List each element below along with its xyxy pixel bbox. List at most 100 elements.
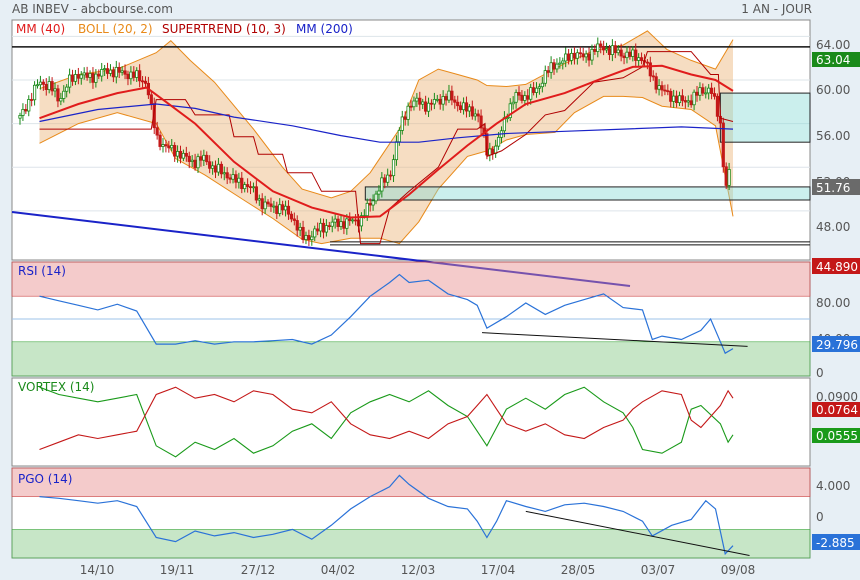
candle-body [715, 95, 720, 117]
price-tick-60: 60.00 [816, 83, 850, 97]
candle-body [348, 218, 352, 222]
candle-body [426, 102, 431, 112]
candle-body [625, 51, 629, 59]
candle-body [281, 204, 285, 211]
candle-body [103, 68, 107, 71]
candle-body [68, 74, 72, 88]
candle-body [313, 228, 317, 238]
candle-body [488, 148, 492, 156]
price-tick-56: 56.00 [816, 129, 850, 143]
candle-body [380, 177, 384, 192]
candle-body [324, 225, 329, 233]
candle-body [721, 122, 725, 168]
price-tick-64: 64.00 [816, 38, 850, 52]
candle-body [438, 98, 442, 105]
candle-body [444, 96, 448, 101]
candle-body [202, 154, 206, 161]
candle-body [222, 172, 226, 175]
candle-body [575, 52, 579, 59]
candle-body [44, 83, 48, 91]
candle-body [660, 85, 664, 91]
candle-body [634, 49, 638, 61]
candle-body [351, 219, 355, 222]
candle-body [590, 48, 594, 61]
candle-body [257, 198, 261, 201]
candle-body [724, 166, 728, 186]
candle-body [450, 90, 454, 101]
candle-body [62, 90, 66, 99]
candle-body [164, 144, 168, 147]
candle-body [531, 87, 536, 93]
candle-body [453, 99, 457, 103]
candle-body [82, 72, 86, 76]
candle-body [73, 74, 78, 82]
candle-body [50, 81, 54, 92]
candle-body [491, 148, 495, 154]
mm40-line [39, 64, 734, 219]
candle-body [429, 102, 434, 105]
price-zone-0 [364, 186, 811, 201]
candle-body [359, 215, 364, 227]
candle-body [301, 226, 305, 240]
candle-body [316, 228, 320, 232]
candle-body [213, 165, 218, 173]
candle-body [622, 55, 626, 59]
candle-body [473, 113, 477, 117]
pgo-trendline [525, 510, 750, 557]
candle-body [564, 53, 568, 62]
candle-body [552, 62, 556, 70]
candle-body [584, 53, 588, 58]
price-tick-48: 48.00 [816, 220, 850, 234]
candle-body [461, 102, 466, 111]
candle-body [59, 98, 63, 102]
candle-body [406, 105, 410, 120]
candle-body [543, 70, 547, 84]
candle-body [701, 87, 705, 94]
candle-body [129, 71, 133, 80]
candles-group [18, 37, 731, 246]
candle-body [637, 57, 641, 61]
candle-body [424, 101, 428, 112]
candle-body [196, 156, 200, 169]
candle-body [275, 205, 279, 214]
candle-body [94, 73, 98, 83]
vortex-tick: 0.0900 [816, 390, 858, 404]
candle-body [97, 73, 101, 77]
candle-body [167, 145, 171, 149]
candle-body [514, 92, 518, 103]
candle-body [339, 221, 343, 227]
support-value: 44.890 [816, 260, 858, 274]
candle-body [476, 113, 480, 117]
candle-body [193, 159, 197, 169]
candle-body [368, 202, 372, 206]
candle-body [135, 70, 139, 78]
candle-body [648, 62, 652, 77]
candle-body [412, 100, 416, 108]
candle-body [386, 174, 390, 183]
legend-mm200: MM (200) [296, 22, 353, 36]
candle-body [459, 105, 463, 111]
resistance-value: 63.04 [816, 53, 850, 67]
candle-body [310, 236, 314, 241]
candle-body [677, 95, 682, 104]
rsi-overbought-band [11, 261, 811, 297]
candle-body [120, 70, 124, 73]
candle-body [698, 87, 702, 96]
rsi-tick-0: 0 [816, 366, 824, 380]
candle-body [143, 80, 148, 84]
candle-body [272, 205, 276, 208]
candle-body [520, 94, 524, 101]
candle-body [397, 130, 401, 143]
x-tick-label: 28/05 [561, 563, 596, 577]
candle-body [389, 174, 393, 177]
candle-body [628, 51, 632, 57]
period-label: 1 AN - JOUR [741, 2, 812, 16]
candle-body [447, 90, 451, 101]
candle-body [561, 60, 565, 64]
vortex-panel [11, 377, 811, 467]
candle-body [645, 61, 650, 64]
candle-body [126, 73, 130, 80]
candle-body [330, 221, 334, 227]
candle-body [546, 70, 550, 73]
candle-body [610, 45, 614, 55]
